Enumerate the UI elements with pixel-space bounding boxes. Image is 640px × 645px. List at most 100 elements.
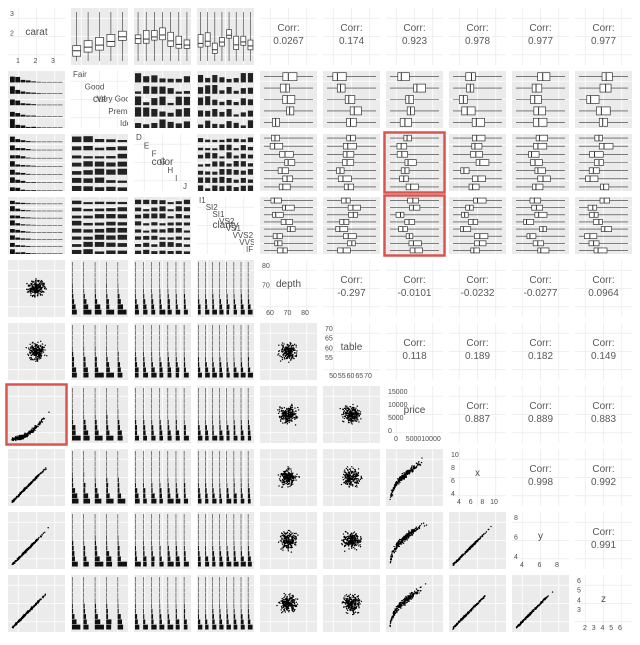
hist-bar [241,278,242,283]
hist-bar [72,425,75,430]
point [346,408,347,409]
box [472,143,482,149]
hist-bar [37,174,42,175]
point [348,422,349,423]
bar [151,244,157,247]
hist-bar [248,325,249,330]
hist-bar [212,283,213,288]
hist-bar [151,525,152,530]
point [288,354,289,355]
point [348,472,349,473]
bar [143,223,149,225]
panel [71,323,128,380]
hist-bar [168,425,170,430]
bar [184,244,190,246]
hist-bar [58,116,63,117]
hist-bar [95,420,97,425]
point [291,419,292,420]
hist-bar [205,478,206,483]
hist-bar [106,283,107,288]
box [601,184,609,190]
hist-bar [176,493,179,498]
hist-bar [83,404,84,409]
hist-bar [241,346,242,351]
point [33,543,34,544]
hist-bar [248,299,249,304]
point [285,415,286,416]
bar [219,186,224,191]
hist-bar [118,562,127,567]
hist-bar [212,341,213,346]
box [205,33,210,46]
hist-bar [15,238,20,240]
hist-bar [151,357,152,362]
point [287,419,288,420]
panel: Corr:-0.0277 [512,260,569,317]
bar [106,228,115,233]
point [12,563,13,564]
hist-bar [10,177,15,183]
hist-bar [227,278,228,283]
x-tick-label: 0 [394,436,398,443]
point [346,481,347,482]
hist-bar [219,330,220,335]
point [401,475,402,476]
bar [159,119,165,128]
point [283,418,284,419]
bar [176,228,182,233]
box [287,227,295,232]
hist-bar [83,294,84,299]
point [25,487,26,488]
hist-bar [135,451,136,456]
hist-bar [72,488,75,493]
hist-bar [10,99,15,105]
hist-bar [241,393,242,398]
point [286,357,287,358]
hist-bar [176,556,180,561]
hist-bar [42,204,47,205]
hist-bar [15,113,20,117]
point [344,475,345,476]
corr-label: Corr: [466,275,488,286]
point [295,413,296,414]
point [29,291,30,292]
hist-bar [212,362,213,367]
hist-bar [83,451,84,456]
panel [197,134,254,191]
hist-bar [241,325,242,330]
point [350,416,351,417]
point [19,557,20,558]
bar [83,229,92,232]
bar [234,187,239,191]
hist-bar [72,483,73,488]
bar [184,76,190,82]
hist-bar [26,210,31,211]
hist-bar [184,393,185,398]
point [282,418,283,419]
point [282,357,283,358]
hist-bar [118,325,119,330]
point [29,353,30,354]
point [36,288,37,289]
bar [234,91,239,94]
point [291,483,292,484]
y-tick-label: 3 [10,11,14,18]
point [294,344,295,345]
point [40,356,41,357]
point [288,416,289,417]
point [288,475,289,476]
hist-bar [227,467,228,472]
hist-bar [184,404,185,409]
box [347,135,356,141]
point [35,357,36,358]
hist-bar [31,246,36,247]
hist-bar [52,93,57,94]
panel: Corr:0.118 [386,323,443,380]
hist-bar [227,310,230,315]
point [356,485,357,486]
hist-bar [219,483,220,488]
point [296,474,297,475]
hist-bar [151,278,152,283]
hist-bar [227,499,232,504]
